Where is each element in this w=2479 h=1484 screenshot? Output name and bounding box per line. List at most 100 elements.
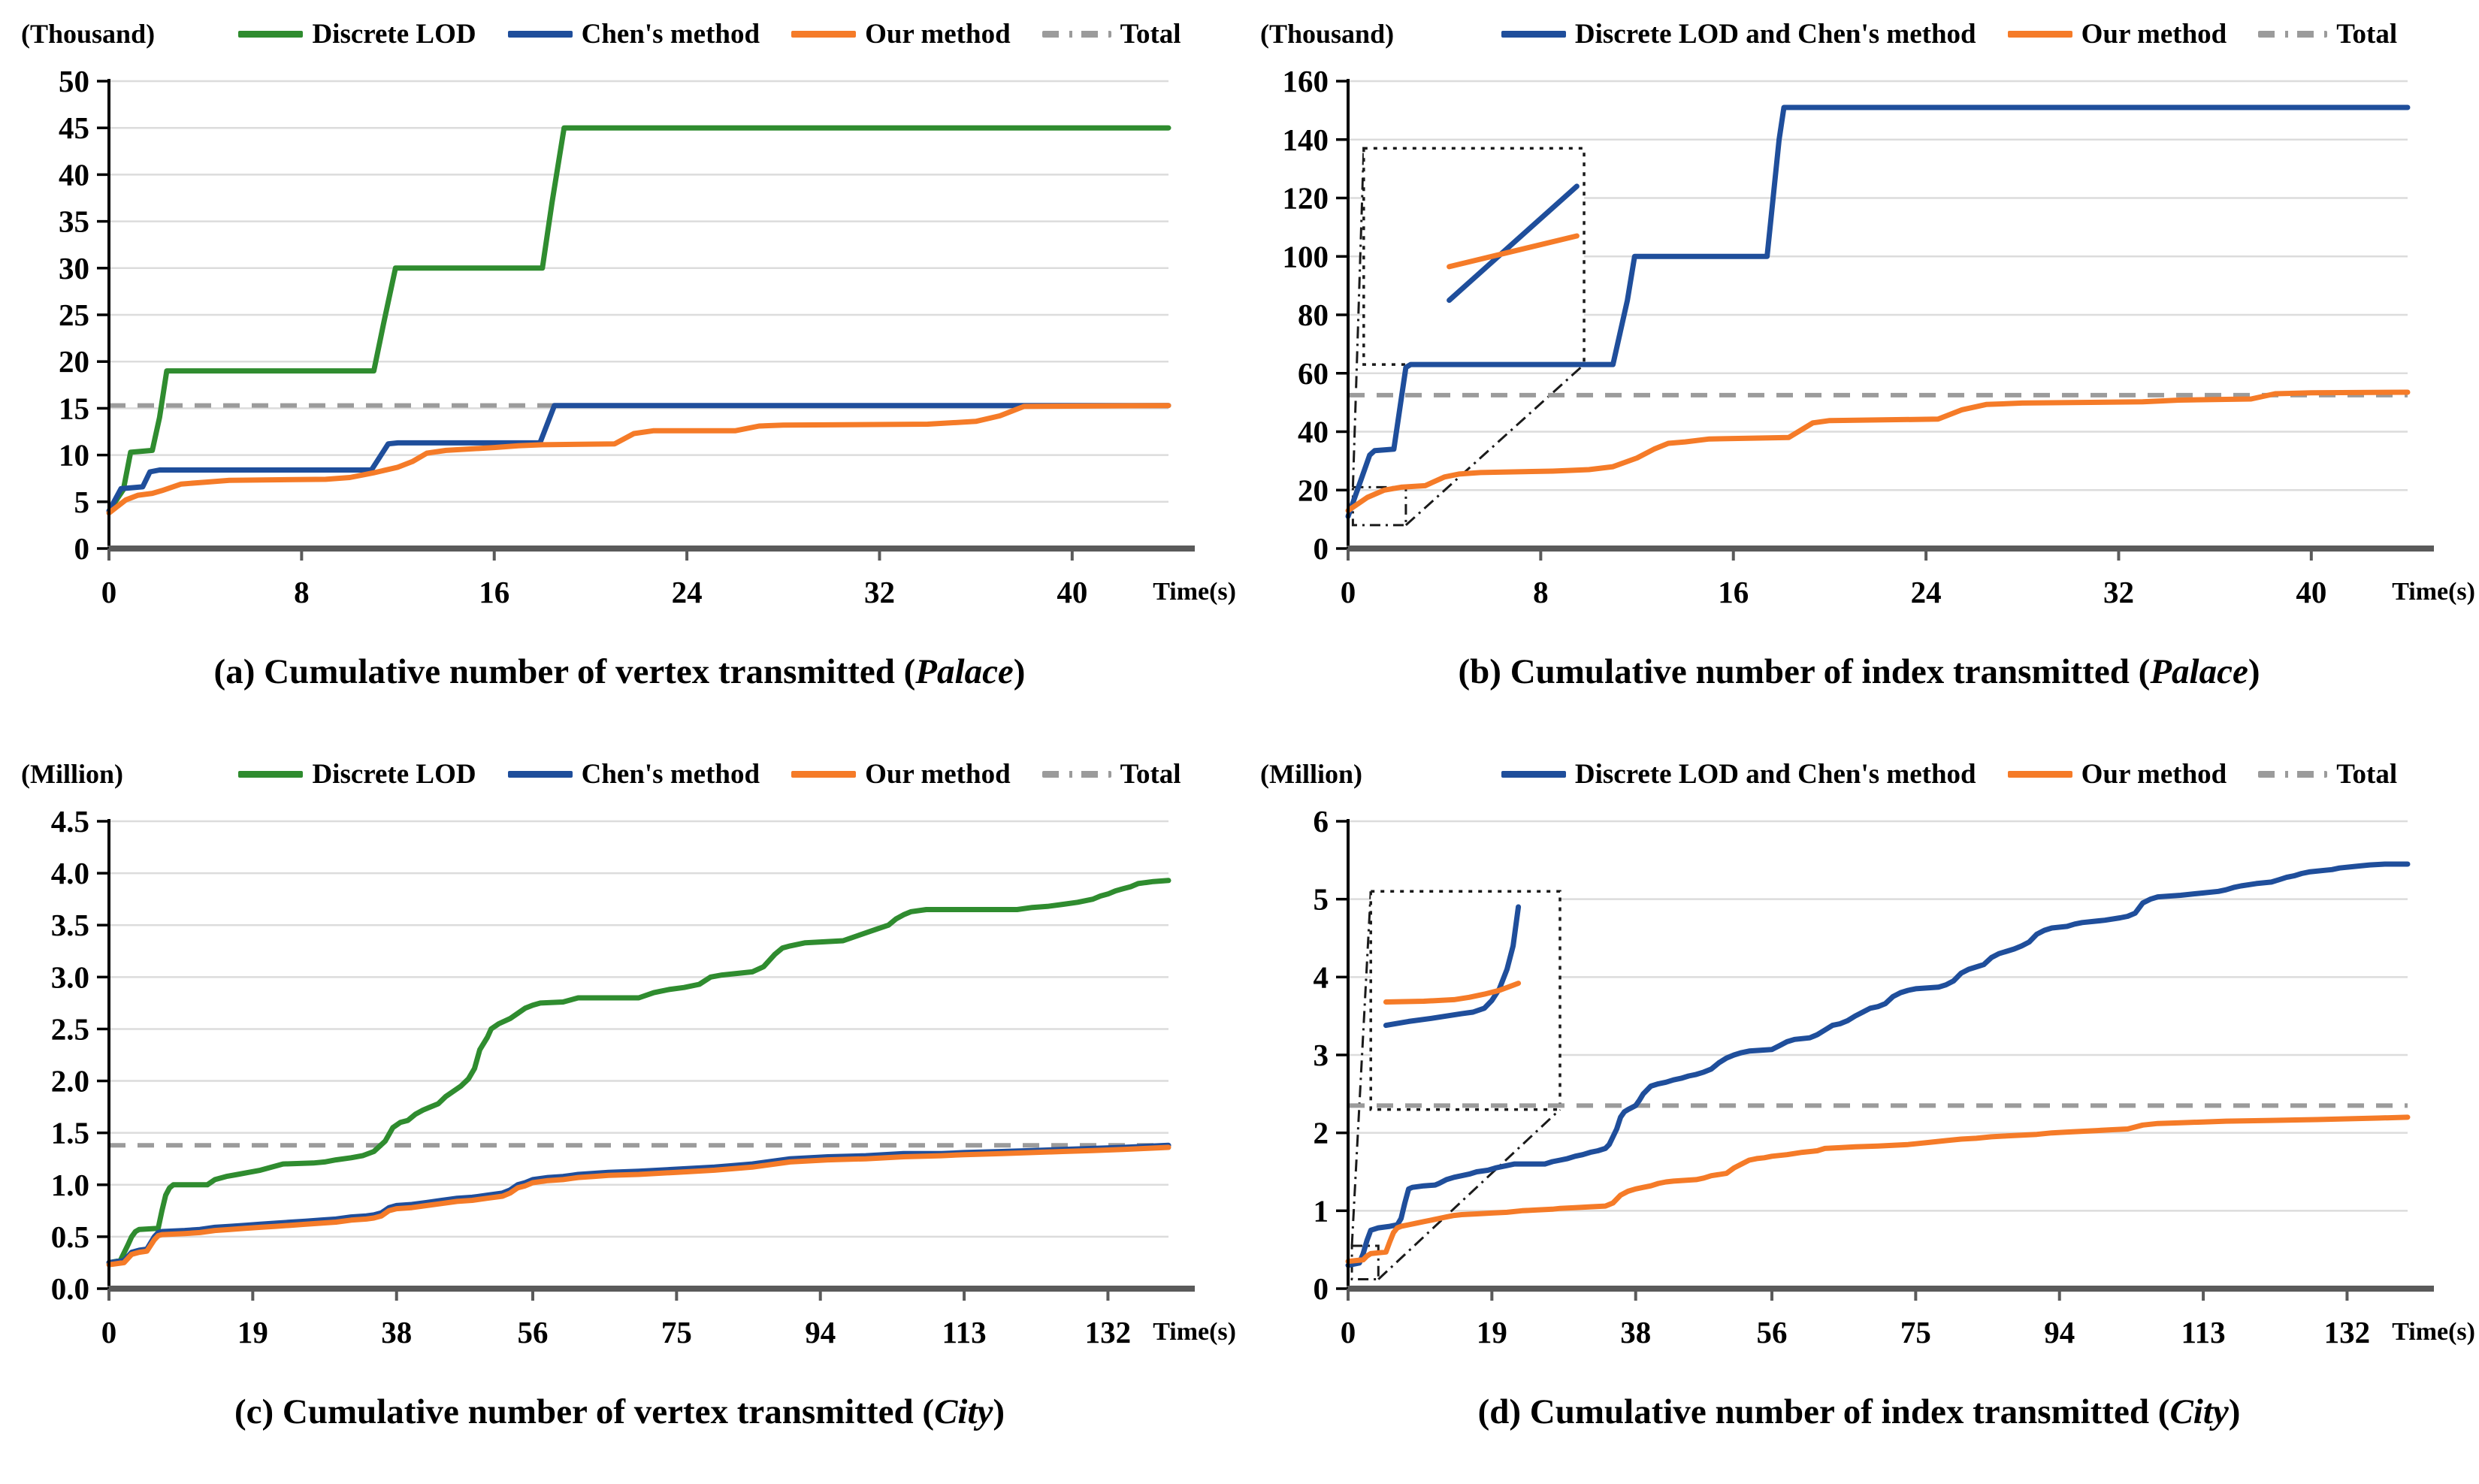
series-blue-line (1345, 861, 2411, 1268)
orange-line-swatch (791, 31, 857, 38)
inset-series-orange-line (1383, 981, 1522, 1005)
green-line-swatch (238, 31, 304, 38)
y-tick-label: 0 (1314, 1271, 1329, 1306)
y-tick-label: 4.5 (51, 808, 89, 839)
series-orange-line (1345, 389, 2411, 513)
legend-item-blue: Chen's method (507, 758, 760, 790)
panel-d-header: (Million) Discrete LOD and Chen's method O… (1239, 748, 2479, 808)
x-tick-label: 16 (479, 575, 509, 609)
y-tick-label: 10 (59, 438, 89, 473)
panel-b: (Thousand) Discrete LOD and Chen's method… (1239, 0, 2479, 740)
caption-dataset-name: City (934, 1392, 993, 1431)
y-tick-label: 40 (1298, 415, 1329, 449)
caption-a: (a) Cumulative number of vertex transmit… (0, 651, 1239, 692)
total_gray-line-swatch (2258, 771, 2328, 778)
x-tick-label: 32 (864, 575, 895, 609)
legend-item-orange: Our method (791, 758, 1011, 790)
y-tick-label: 45 (59, 110, 89, 145)
y-tick-label: 2.0 (51, 1064, 89, 1099)
y-tick-label: 20 (59, 344, 89, 379)
panel-c-header: (Million) Discrete LOD Chen's method Our me… (0, 748, 1239, 808)
y-tick-label: 80 (1298, 298, 1329, 332)
y-tick-label: 160 (1283, 68, 1329, 98)
legend-item-orange: Our method (2007, 18, 2227, 50)
caption-close: ) (1013, 652, 1026, 691)
inset-series-blue-line (1383, 904, 1522, 1029)
x-tick-label: 8 (1533, 575, 1549, 609)
x-tick-label: 40 (2296, 575, 2326, 609)
y-tick-label: 5 (1314, 882, 1329, 917)
legend-label: Total (2336, 19, 2398, 50)
legend-item-blue: Discrete LOD and Chen's method (1501, 18, 1976, 50)
y-tick-label: 60 (1298, 356, 1329, 391)
caption-text: Cumulative number of vertex transmitted … (274, 1392, 935, 1431)
caption-index: (c) (234, 1392, 274, 1431)
blue-line-swatch (1501, 771, 1566, 778)
y-tick-label: 3.5 (51, 908, 89, 942)
caption-text: Cumulative number of index transmitted ( (1501, 652, 2151, 691)
y-tick-label: 50 (59, 68, 89, 98)
y-tick-label: 4 (1314, 960, 1329, 994)
x-tick-label: 75 (661, 1315, 692, 1350)
orange-line-swatch (2007, 31, 2072, 38)
series-orange-line (106, 1144, 1171, 1268)
inset-source-box (1351, 485, 1407, 527)
legend-label: Our method (2081, 19, 2227, 50)
y-tick-label: 100 (1283, 239, 1329, 274)
y-tick-label: 3 (1314, 1038, 1329, 1072)
time-axis-label: Time(s) (1153, 1318, 1236, 1346)
x-tick-label: 32 (2103, 575, 2134, 609)
caption-index: (d) (1477, 1392, 1522, 1431)
series-blue-line (1345, 104, 2411, 519)
x-tick-label: 38 (1620, 1315, 1651, 1350)
y-tick-label: 2 (1314, 1116, 1329, 1150)
legend-label: Total (1120, 759, 1181, 790)
series-green-line (106, 125, 1171, 514)
legend-label: Discrete LOD and Chen's method (1574, 19, 1976, 50)
time-axis-label: Time(s) (1153, 578, 1236, 606)
y-tick-label: 20 (1298, 473, 1329, 507)
caption-index: (a) (213, 652, 255, 691)
total_gray-line-swatch (2258, 31, 2328, 38)
orange-line-swatch (2007, 771, 2072, 778)
panel-b-header: (Thousand) Discrete LOD and Chen's method… (1239, 8, 2479, 68)
y-tick-label: 5 (74, 485, 90, 519)
panel-a: (Thousand) Discrete LOD Chen's method Our m… (0, 0, 1239, 740)
caption-b: (b) Cumulative number of index transmitt… (1239, 651, 2479, 692)
legend-item-total_gray: Total (2258, 758, 2397, 790)
legend-item-total_gray: Total (2258, 18, 2397, 50)
blue-line-swatch (1501, 31, 1566, 38)
y-tick-label: 120 (1283, 181, 1329, 216)
y-tick-label: 15 (59, 391, 89, 425)
legend-item-green: Discrete LOD (238, 18, 476, 50)
caption-text: Cumulative number of index transmitted ( (1521, 1392, 2170, 1431)
x-tick-label: 0 (101, 575, 117, 609)
panel-c-plot: 0.0 0.5 1.0 1.5 2.0 2.5 3.0 3.5 4.0 4.5 0 19 38 56 75 9… (51, 808, 1236, 1350)
legend-label: Discrete LOD (312, 19, 476, 50)
caption-dataset-name: Palace (915, 652, 1014, 691)
y-tick-label: 0 (1314, 531, 1329, 566)
y-tick-label: 6 (1314, 808, 1329, 839)
x-tick-label: 40 (1057, 575, 1087, 609)
legend-label: Discrete LOD and Chen's method (1574, 759, 1976, 790)
x-tick-label: 113 (2181, 1315, 2225, 1350)
x-tick-label: 56 (518, 1315, 549, 1350)
legend-item-blue: Chen's method (507, 18, 760, 50)
x-tick-label: 94 (2044, 1315, 2075, 1350)
legend: Discrete LOD Chen's method Our method Total (188, 18, 1232, 50)
x-tick-label: 16 (1718, 575, 1749, 609)
caption-index: (b) (1458, 652, 1501, 691)
x-tick-label: 113 (942, 1315, 986, 1350)
x-tick-label: 8 (294, 575, 310, 609)
y-tick-label: 140 (1283, 122, 1329, 157)
x-tick-label: 0 (1341, 1315, 1356, 1350)
legend-label: Discrete LOD (312, 759, 476, 790)
legend-label: Our method (865, 759, 1011, 790)
y-tick-label: 1 (1314, 1193, 1329, 1228)
total_gray-line-swatch (1041, 771, 1111, 778)
legend-label: Chen's method (581, 759, 760, 790)
x-tick-label: 132 (2324, 1315, 2371, 1350)
legend-label: Total (1120, 19, 1181, 50)
